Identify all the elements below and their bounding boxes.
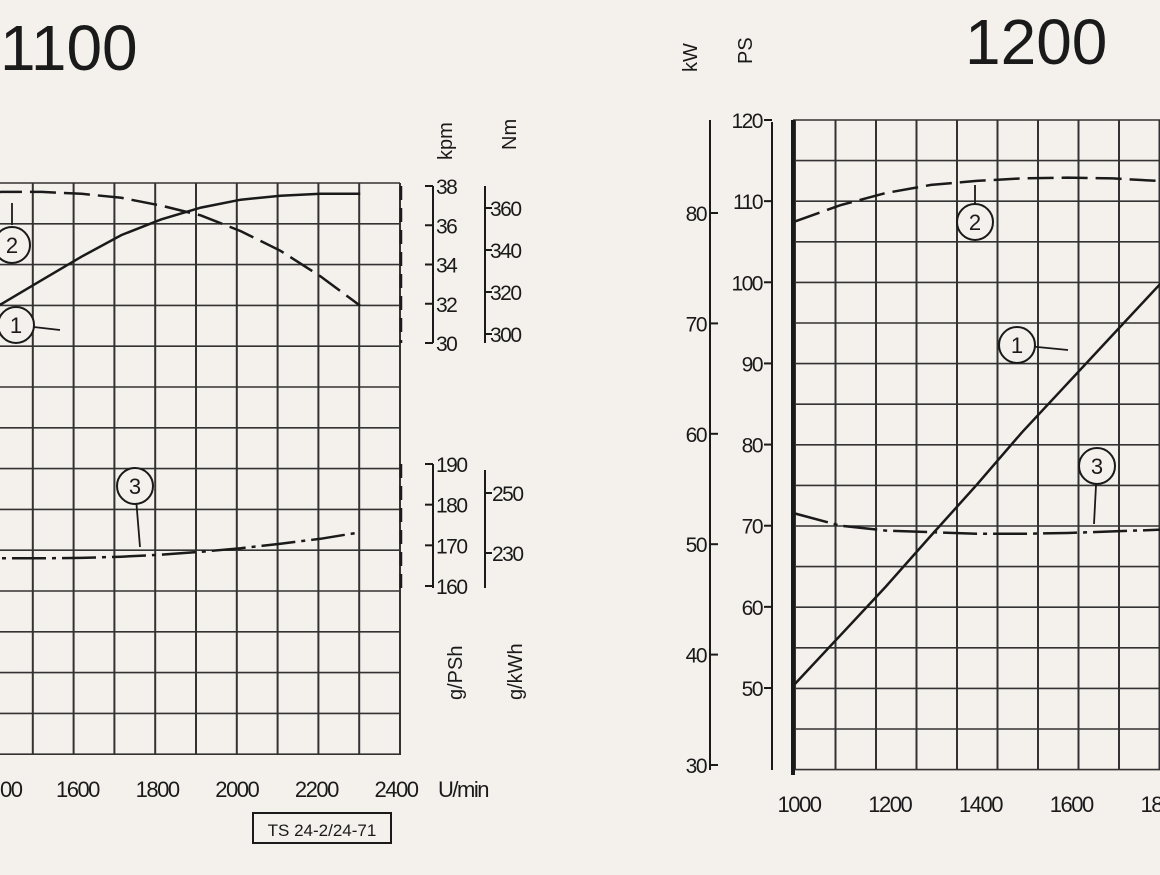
kpm-tick-label: 34 xyxy=(436,255,458,278)
x-tick-label: 1400 xyxy=(959,792,1003,817)
series-line-2 xyxy=(0,190,361,307)
x-tick-label: 1800 xyxy=(136,777,180,802)
consumption-unit-gpsh: g/PSh xyxy=(445,646,467,700)
kw-tick-label: 70 xyxy=(686,313,707,336)
kpm-tick-label: 36 xyxy=(436,215,457,238)
labels-1100: 2 1 3 xyxy=(0,203,154,548)
x-tick-label: 2200 xyxy=(295,777,339,802)
x-unit-label: U/min xyxy=(438,777,488,802)
kw-tick-label: 80 xyxy=(686,203,707,226)
callout-3-left-circle xyxy=(116,467,154,505)
chart-title-1100: 1100 xyxy=(0,12,138,84)
ps-tick-label: 50 xyxy=(742,678,763,701)
gpsh-tick-label: 170 xyxy=(436,535,467,558)
callout-2-left-text: 2 xyxy=(6,233,18,258)
x-tick-label: 1600 xyxy=(56,777,100,802)
kw-tick-label: 60 xyxy=(686,424,707,447)
x-tick-label: 1000 xyxy=(778,792,822,817)
kw-tick-label: 40 xyxy=(686,645,707,668)
kw-unit-label: kW xyxy=(680,43,702,72)
gkwh-tick-label: 230 xyxy=(492,543,523,566)
ps-tick-label: 60 xyxy=(742,597,763,620)
series-1100 xyxy=(0,190,361,560)
nm-tick-label: 320 xyxy=(490,282,521,305)
kpm-tick-label: 38 xyxy=(436,176,457,199)
series-line-2 xyxy=(794,176,1160,223)
figure-code: TS 24-2/24-71 xyxy=(268,821,377,840)
grid-1100 xyxy=(0,182,401,756)
x-tick-label: 2000 xyxy=(215,777,259,802)
x-tick-label: 1800 xyxy=(1141,792,1160,817)
callout-1-left-circle xyxy=(0,306,35,344)
labels-1200: 2 1 3 xyxy=(956,185,1116,525)
callout-1-right-text: 1 xyxy=(1011,333,1023,358)
chart-title-1200: 1200 xyxy=(965,6,1107,78)
ps-unit-label: PS xyxy=(735,37,757,64)
consumption-unit-gkwh: g/kWh xyxy=(505,643,527,700)
ps-tick-label: 70 xyxy=(742,516,763,539)
gpsh-tick-label: 190 xyxy=(436,454,467,477)
callout-3-right-circle xyxy=(1078,447,1116,485)
callout-2-left-circle xyxy=(0,226,31,264)
kpm-tick-label: 32 xyxy=(436,294,457,317)
callout-1-left-text: 1 xyxy=(10,313,22,338)
ps-tick-label: 110 xyxy=(733,191,763,214)
nm-tick-label: 360 xyxy=(490,198,521,221)
x-tick-label: 1600 xyxy=(1050,792,1094,817)
gpsh-tick-label: 180 xyxy=(436,495,467,518)
ps-tick-label: 90 xyxy=(742,353,763,376)
ps-tick-label: 100 xyxy=(731,272,762,295)
series-line-1 xyxy=(794,282,1160,685)
x-tick-label: 1200 xyxy=(868,792,912,817)
axes-1200: 1000 1200 1400 1600 1800 120 110 100 90 80 70 60 50 8… xyxy=(680,37,1160,817)
chart-1200: 1200 1000 1200 1400 1600 1800 120 110 100 90 80 70… xyxy=(680,6,1160,817)
torque-unit-kpm: kpm xyxy=(435,122,457,160)
gkwh-tick-label: 250 xyxy=(492,483,523,506)
series-line-1 xyxy=(0,192,361,307)
series-line-3 xyxy=(794,512,1160,536)
kpm-tick-label: 30 xyxy=(436,333,457,356)
series-1200 xyxy=(794,176,1160,685)
x-tick-label: 2400 xyxy=(375,777,419,802)
callout-1-right-circle xyxy=(998,326,1036,364)
callout-3-left-text: 3 xyxy=(129,474,141,499)
ps-tick-label: 120 xyxy=(731,110,762,133)
x-tick-label-partial: 00 xyxy=(0,777,23,802)
figure-code-box: TS 24-2/24-71 xyxy=(252,812,392,844)
kw-tick-label: 50 xyxy=(686,534,707,557)
nm-tick-label: 340 xyxy=(490,240,521,263)
kw-tick-label: 30 xyxy=(686,755,707,778)
torque-unit-nm: Nm xyxy=(499,119,521,150)
gpsh-tick-label: 160 xyxy=(436,576,467,599)
nm-tick-label: 300 xyxy=(490,324,521,347)
callout-2-right-text: 2 xyxy=(969,210,981,235)
callout-3-right-text: 3 xyxy=(1091,454,1103,479)
ps-tick-label: 80 xyxy=(742,435,763,458)
callout-2-right-circle xyxy=(956,203,994,241)
series-line-3 xyxy=(0,531,361,560)
